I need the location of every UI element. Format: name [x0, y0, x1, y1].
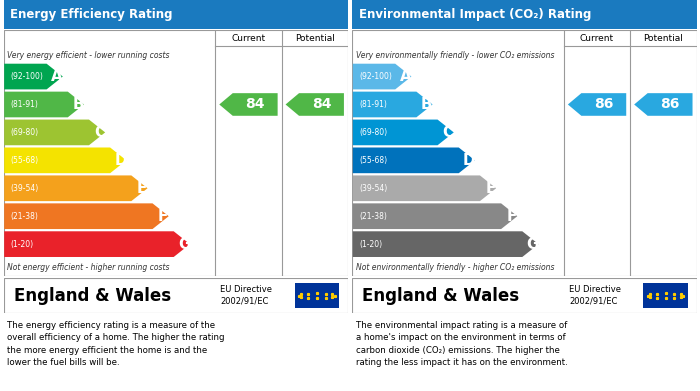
Polygon shape: [568, 93, 626, 116]
Polygon shape: [4, 147, 126, 173]
Polygon shape: [353, 176, 496, 201]
Text: C: C: [94, 125, 105, 140]
Text: D: D: [463, 153, 475, 168]
Text: Current: Current: [580, 34, 614, 43]
Text: Energy Efficiency Rating: Energy Efficiency Rating: [10, 8, 173, 21]
Polygon shape: [4, 64, 63, 90]
Text: Current: Current: [232, 34, 265, 43]
Text: The energy efficiency rating is a measure of the
overall efficiency of a home. T: The energy efficiency rating is a measur…: [7, 321, 225, 368]
Text: (69-80): (69-80): [359, 128, 387, 137]
Text: D: D: [114, 153, 127, 168]
Text: A: A: [400, 69, 412, 84]
Text: C: C: [442, 125, 454, 140]
Polygon shape: [4, 91, 84, 117]
Polygon shape: [353, 147, 475, 173]
Text: A: A: [51, 69, 63, 84]
Bar: [295, 283, 340, 308]
Text: Not environmentally friendly - higher CO₂ emissions: Not environmentally friendly - higher CO…: [356, 263, 554, 272]
Text: E: E: [485, 181, 496, 196]
Text: B: B: [73, 97, 84, 112]
Polygon shape: [353, 120, 454, 145]
Text: EU Directive
2002/91/EC: EU Directive 2002/91/EC: [220, 285, 272, 306]
Polygon shape: [353, 203, 517, 229]
Polygon shape: [4, 231, 190, 257]
Text: G: G: [526, 237, 539, 252]
Polygon shape: [219, 93, 278, 116]
Text: (1-20): (1-20): [359, 240, 382, 249]
Text: Very environmentally friendly - lower CO₂ emissions: Very environmentally friendly - lower CO…: [356, 50, 554, 59]
Polygon shape: [634, 93, 692, 116]
Text: England & Wales: England & Wales: [14, 287, 171, 305]
Text: (39-54): (39-54): [10, 184, 38, 193]
Text: Very energy efficient - lower running costs: Very energy efficient - lower running co…: [7, 50, 169, 59]
Text: 84: 84: [246, 97, 265, 111]
Text: Potential: Potential: [643, 34, 683, 43]
Text: 86: 86: [594, 97, 614, 111]
Text: (1-20): (1-20): [10, 240, 34, 249]
Text: (81-91): (81-91): [10, 100, 38, 109]
Text: Potential: Potential: [295, 34, 335, 43]
Text: 86: 86: [661, 97, 680, 111]
Text: England & Wales: England & Wales: [363, 287, 519, 305]
Text: 84: 84: [312, 97, 331, 111]
Text: F: F: [158, 209, 168, 224]
Text: (55-68): (55-68): [10, 156, 38, 165]
Text: (55-68): (55-68): [359, 156, 387, 165]
Polygon shape: [353, 231, 538, 257]
Text: (92-100): (92-100): [359, 72, 392, 81]
Text: (81-91): (81-91): [359, 100, 387, 109]
Bar: [643, 283, 688, 308]
Text: EU Directive
2002/91/EC: EU Directive 2002/91/EC: [569, 285, 621, 306]
Polygon shape: [4, 176, 148, 201]
Text: (39-54): (39-54): [359, 184, 387, 193]
Text: G: G: [178, 237, 190, 252]
Text: Not energy efficient - higher running costs: Not energy efficient - higher running co…: [7, 263, 169, 272]
Text: (69-80): (69-80): [10, 128, 38, 137]
Text: F: F: [507, 209, 517, 224]
Text: The environmental impact rating is a measure of
a home's impact on the environme: The environmental impact rating is a mea…: [356, 321, 567, 368]
Polygon shape: [4, 120, 105, 145]
Polygon shape: [286, 93, 344, 116]
Polygon shape: [4, 203, 169, 229]
Polygon shape: [353, 64, 412, 90]
Text: B: B: [421, 97, 433, 112]
Text: Environmental Impact (CO₂) Rating: Environmental Impact (CO₂) Rating: [359, 8, 592, 21]
Polygon shape: [353, 91, 433, 117]
Text: (21-38): (21-38): [10, 212, 38, 221]
Text: E: E: [136, 181, 147, 196]
Text: (21-38): (21-38): [359, 212, 387, 221]
Text: (92-100): (92-100): [10, 72, 43, 81]
